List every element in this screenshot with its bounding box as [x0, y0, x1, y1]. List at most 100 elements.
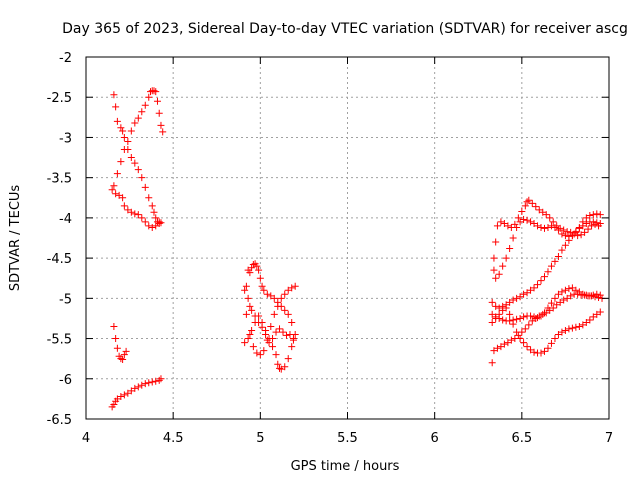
data-point	[124, 146, 132, 154]
data-point	[516, 314, 524, 322]
data-point	[113, 344, 121, 352]
data-point	[509, 316, 517, 324]
data-point	[534, 314, 542, 322]
data-point	[131, 119, 139, 127]
data-point	[506, 317, 514, 325]
data-point	[249, 261, 257, 269]
data-point	[572, 228, 580, 236]
data-point	[530, 348, 538, 356]
data-point	[554, 253, 562, 261]
data-point	[138, 174, 146, 182]
data-point	[554, 226, 562, 234]
series-arc-a4	[110, 322, 130, 363]
data-point	[127, 154, 135, 162]
data-point	[242, 310, 250, 318]
data-point	[249, 343, 257, 351]
data-point	[120, 133, 128, 141]
data-point	[157, 219, 165, 227]
data-point	[270, 294, 278, 302]
data-point	[148, 202, 156, 210]
data-point	[145, 379, 153, 387]
data-point	[534, 222, 542, 230]
data-point	[506, 244, 514, 252]
y-axis-label: SDTVAR / TECUs	[8, 185, 23, 292]
data-point	[547, 299, 555, 307]
data-point	[560, 296, 568, 304]
data-point	[520, 339, 528, 347]
data-point	[539, 310, 547, 318]
data-point	[589, 291, 597, 299]
data-point	[256, 274, 264, 282]
data-point	[527, 312, 535, 320]
y-tick-label: -6	[59, 373, 72, 388]
data-point	[558, 328, 566, 336]
data-point	[499, 316, 507, 324]
axis-ticks	[85, 56, 610, 420]
data-point	[270, 310, 278, 318]
data-point	[159, 128, 167, 136]
data-point	[530, 313, 538, 321]
data-point	[534, 281, 542, 289]
data-point	[586, 211, 594, 219]
data-point	[281, 306, 289, 314]
series-arc-a2	[110, 91, 165, 227]
data-point	[148, 378, 156, 386]
data-point	[565, 325, 573, 333]
data-point	[110, 401, 118, 409]
data-point	[131, 210, 139, 218]
data-point	[246, 269, 254, 277]
data-point	[117, 355, 125, 363]
data-point	[284, 310, 292, 318]
data-point	[112, 335, 120, 343]
data-point	[492, 274, 500, 282]
x-axis-label: GPS time / hours	[291, 459, 400, 474]
data-point	[141, 218, 149, 226]
data-point	[495, 314, 503, 322]
series-arc-c3	[490, 196, 603, 262]
data-point	[148, 224, 156, 232]
data-point	[586, 292, 594, 300]
data-point	[565, 232, 573, 240]
data-point	[276, 325, 284, 333]
data-point	[490, 254, 498, 262]
data-point	[241, 286, 249, 294]
x-tick-label: 5.5	[337, 431, 358, 446]
y-tick-label: -3.5	[47, 172, 72, 187]
data-point	[284, 355, 292, 363]
data-point	[570, 230, 578, 238]
data-point	[134, 114, 142, 122]
data-point	[520, 290, 528, 298]
data-point	[521, 202, 529, 210]
data-point	[568, 232, 576, 240]
series-arc-b3	[241, 312, 297, 347]
data-point	[134, 211, 142, 219]
data-point	[504, 222, 512, 230]
data-point	[152, 88, 160, 96]
data-point	[542, 211, 550, 219]
data-point	[575, 322, 583, 330]
data-point	[289, 335, 297, 343]
data-point	[117, 124, 125, 132]
data-point	[593, 219, 601, 227]
data-point	[269, 343, 277, 351]
data-point	[145, 194, 153, 202]
data-point	[525, 196, 533, 204]
data-point	[591, 220, 599, 228]
data-point	[561, 241, 569, 249]
data-point	[255, 266, 263, 274]
data-point	[131, 384, 139, 392]
data-point	[110, 91, 118, 99]
y-tick-label: -5	[59, 292, 72, 307]
data-point	[120, 351, 128, 359]
data-point	[274, 302, 282, 310]
data-point	[523, 343, 531, 351]
data-point	[279, 328, 287, 336]
data-point	[256, 351, 264, 359]
data-point	[150, 87, 158, 95]
data-point	[155, 109, 163, 117]
data-point	[152, 377, 160, 385]
x-tick-label: 4.5	[163, 431, 184, 446]
data-point	[537, 277, 545, 285]
data-point	[248, 264, 256, 272]
x-tick-label: 7	[605, 431, 613, 446]
